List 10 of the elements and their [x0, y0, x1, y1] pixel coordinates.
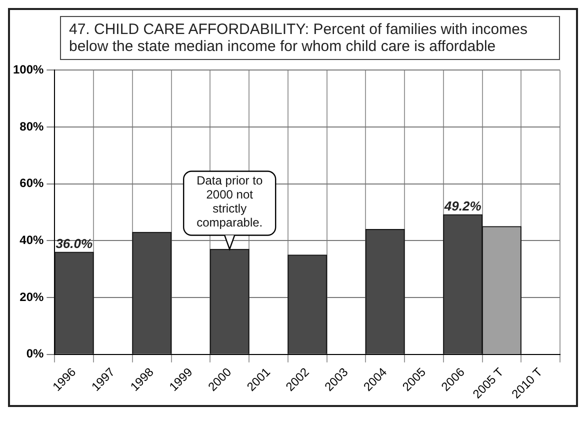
- data-label: 49.2%: [443, 198, 482, 214]
- chart-title: 47. CHILD CARE AFFORDABILITY: Percent of families with incomes below the state median income for whom child care is affordable: [60, 16, 560, 60]
- y-tick-label: 80%: [20, 119, 44, 134]
- data-label: 36.0%: [56, 236, 93, 252]
- y-tick-label: 40%: [20, 233, 44, 248]
- annotation: Data prior to 2000 not strictly comparable.: [196, 174, 263, 230]
- y-tick-label: 60%: [20, 176, 44, 190]
- y-tick-label: 100%: [12, 62, 44, 77]
- y-tick-label: 20%: [20, 290, 44, 304]
- y-tick-label: 0%: [26, 346, 44, 361]
